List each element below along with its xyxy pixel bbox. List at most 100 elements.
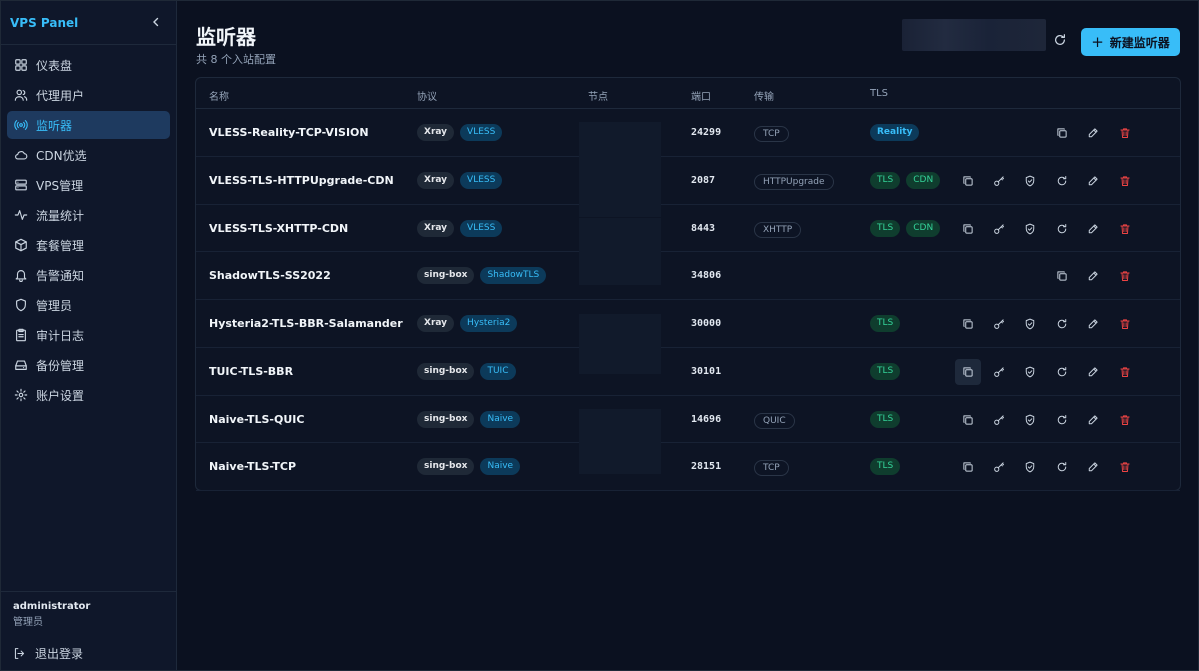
sidebar-item-11[interactable]: 账户设置 (7, 381, 170, 409)
logout-label: 退出登录 (35, 646, 84, 661)
copy-button[interactable] (955, 407, 981, 433)
cert-button[interactable] (1017, 407, 1043, 433)
row-actions (196, 410, 1180, 430)
edit-icon (1088, 128, 1098, 138)
sidebar-item-9[interactable]: 审计日志 (7, 321, 170, 349)
copy-icon (963, 367, 973, 377)
listener-name: TUIC-TLS-BBR (209, 364, 294, 378)
key-button[interactable] (986, 359, 1012, 385)
sidebar-item-7[interactable]: 告警通知 (7, 261, 170, 289)
cert-button[interactable] (1017, 454, 1043, 480)
tls-badge: CDN (906, 219, 941, 237)
copy-button[interactable] (955, 311, 981, 337)
edit-icon (1088, 223, 1098, 233)
port-value: 14696 (691, 413, 722, 425)
delete-button[interactable] (1112, 311, 1138, 337)
edit-icon (1088, 462, 1098, 472)
radio-icon (14, 120, 28, 130)
delete-button[interactable] (1112, 407, 1138, 433)
delete-button[interactable] (1112, 168, 1138, 194)
redacted-node (579, 314, 661, 374)
refresh-icon (1057, 414, 1067, 424)
edit-button[interactable] (1080, 454, 1106, 480)
restart-button[interactable] (1049, 359, 1075, 385)
edit-button[interactable] (1080, 216, 1106, 242)
col-protocol: 协议 (417, 92, 437, 103)
table-body: VLESS-Reality-TCP-VISION Xray VLESS 24299 TC… (196, 109, 1180, 491)
row-actions (196, 219, 1180, 239)
edit-button[interactable] (1080, 311, 1106, 337)
key-icon (994, 176, 1004, 186)
grid-icon (15, 59, 27, 71)
delete-button[interactable] (1112, 454, 1138, 480)
core-badge: sing-box (417, 410, 475, 428)
delete-button[interactable] (1112, 263, 1138, 289)
key-icon (994, 414, 1004, 425)
trash-icon (1120, 319, 1130, 329)
hard-drive-icon (14, 358, 28, 372)
copy-button[interactable] (955, 216, 981, 242)
restart-button[interactable] (1049, 311, 1075, 337)
table-row: TUIC-TLS-BBR sing-box TUIC 30101 TLS (196, 348, 1180, 396)
copy-button[interactable] (955, 358, 981, 385)
refresh-button[interactable] (1053, 32, 1069, 48)
restart-button[interactable] (1049, 168, 1075, 194)
sidebar-item-2[interactable]: 监听器 (7, 111, 170, 139)
copy-button[interactable] (1049, 120, 1075, 146)
sidebar-item-0[interactable]: 仪表盘 (7, 51, 170, 79)
sidebar-item-3[interactable]: CDN优选 (7, 141, 170, 169)
key-button[interactable] (986, 168, 1012, 194)
collapse-sidebar-icon[interactable] (148, 15, 164, 31)
restart-button[interactable] (1049, 216, 1075, 242)
row-actions (196, 171, 1180, 191)
protocol-badge: ShadowTLS (480, 267, 547, 285)
activity-icon (14, 208, 28, 222)
delete-button[interactable] (1112, 216, 1138, 242)
edit-button[interactable] (1080, 263, 1106, 289)
edit-button[interactable] (1080, 168, 1106, 194)
copy-button[interactable] (955, 454, 981, 480)
copy-button[interactable] (1049, 263, 1075, 289)
tls-badge: TLS (870, 458, 901, 476)
delete-button[interactable] (1112, 120, 1138, 146)
shield-check-icon (1025, 366, 1035, 378)
key-button[interactable] (986, 454, 1012, 480)
sidebar-item-5[interactable]: 流量统计 (7, 201, 170, 229)
restart-button[interactable] (1049, 407, 1075, 433)
refresh-icon (1057, 319, 1067, 329)
key-button[interactable] (986, 216, 1012, 242)
cert-button[interactable] (1017, 311, 1043, 337)
sidebar-item-6[interactable]: 套餐管理 (7, 231, 170, 259)
sidebar: VPS Panel 仪表盘 代理用户 监听器 CDN优选 VPS管理 流量统计 套餐管理 告警… (1, 1, 177, 670)
core-badge: Xray (417, 171, 455, 189)
delete-button[interactable] (1112, 359, 1138, 385)
sidebar-item-10[interactable]: 备份管理 (7, 351, 170, 379)
tls-cell: TLS CDN (870, 171, 941, 189)
edit-button[interactable] (1080, 407, 1106, 433)
port-value: 28151 (691, 461, 722, 473)
sidebar-item-1[interactable]: 代理用户 (7, 81, 170, 109)
table-row: VLESS-TLS-XHTTP-CDN Xray VLESS 8443 XHTTP TLS… (196, 205, 1180, 253)
shield-check-icon (1025, 223, 1035, 234)
listener-table: 名称 协议 节点 端口 传输 TLS VLESS-Reality-TCP-VIS… (195, 77, 1181, 491)
edit-button[interactable] (1080, 359, 1106, 385)
redacted-node (579, 122, 661, 217)
key-button[interactable] (986, 311, 1012, 337)
sidebar-nav: 仪表盘 代理用户 监听器 CDN优选 VPS管理 流量统计 套餐管理 告警通知 管理员 审计日志备… (1, 45, 176, 411)
logout-button[interactable]: 退出登录 (1, 636, 176, 670)
copy-button[interactable] (955, 168, 981, 194)
new-listener-button[interactable]: + 新建监听器 (1081, 28, 1180, 56)
refresh-icon (1057, 175, 1067, 185)
restart-button[interactable] (1049, 454, 1075, 480)
page-title: 监听器 (196, 25, 256, 49)
shield-check-icon (1025, 461, 1035, 473)
edit-button[interactable] (1080, 120, 1106, 146)
cert-button[interactable] (1017, 216, 1043, 242)
key-button[interactable] (986, 407, 1012, 433)
sidebar-item-4[interactable]: VPS管理 (7, 171, 170, 199)
row-actions (196, 266, 1180, 286)
tls-cell: Reality (870, 124, 920, 141)
cert-button[interactable] (1017, 359, 1043, 385)
cert-button[interactable] (1017, 168, 1043, 194)
sidebar-item-8[interactable]: 管理员 (7, 291, 170, 319)
